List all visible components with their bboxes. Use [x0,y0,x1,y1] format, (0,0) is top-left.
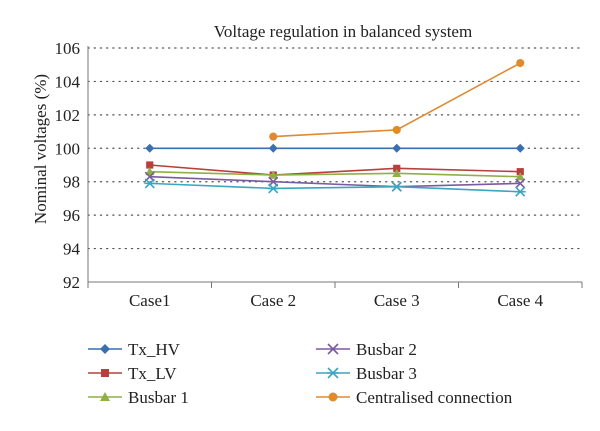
y-tick-label: 104 [55,72,81,91]
x-tick-label: Case 4 [497,291,543,310]
marker-square [516,168,524,176]
marker-x [327,343,339,355]
series-line [149,164,521,176]
marker-square [146,161,154,169]
marker-triangle [100,392,110,401]
y-tick-label: 102 [55,106,81,125]
axes [87,46,583,288]
y-tick-labels: 92 94 96 98 100 102 104 106 [55,39,81,292]
chart-title: Voltage regulation in balanced system [214,22,472,41]
marker-star [327,367,339,379]
y-axis-label: Nominal voltages (%) [31,74,50,224]
marker-diamond [392,143,402,153]
y-tick-label: 94 [63,240,81,259]
legend-label: Centralised connection [356,388,513,407]
y-tick-label: 106 [55,39,81,58]
legend-item: Centralised connection [316,388,513,407]
series-group [144,58,526,197]
x-tick-label: Case 2 [250,291,296,310]
marker-star [391,181,403,192]
legend-item: Busbar 3 [316,364,417,383]
marker-star [144,178,156,189]
marker-diamond [515,143,525,153]
x-tick-label: Case1 [129,291,171,310]
marker-diamond [145,143,155,153]
y-tick-label: 98 [63,173,80,192]
series-line [149,182,521,193]
x-tick-label: Case 3 [374,291,420,310]
marker-star [267,183,279,194]
legend-label: Busbar 1 [128,388,189,407]
marker-circle [269,132,278,141]
legend-item: Tx_HV [88,340,181,359]
marker-diamond [100,344,110,354]
series-busbar-1 [145,167,525,181]
marker-triangle [515,172,525,181]
series-line [149,170,521,178]
marker-square [393,164,401,172]
x-tick-labels: Case1 Case 2 Case 3 Case 4 [129,291,544,310]
marker-x [515,178,526,189]
series-line [273,62,521,138]
marker-triangle [392,168,402,177]
marker-star [514,186,526,197]
marker-circle [328,392,338,402]
marker-circle [516,58,525,68]
series-centralised-connection [269,58,525,141]
legend-label: Busbar 3 [356,364,417,383]
marker-circle [392,125,401,134]
legend-label: Tx_HV [128,340,181,359]
marker-square [101,369,109,377]
legend-label: Busbar 2 [356,340,417,359]
y-tick-label: 100 [55,139,81,158]
marker-triangle [268,170,278,179]
y-tick-label: 92 [63,273,80,292]
legend-item: Busbar 2 [316,340,417,359]
marker-diamond [268,143,278,153]
legend-label: Tx_LV [128,364,177,383]
series-tx-hv [145,143,525,153]
legend-item: Busbar 1 [88,388,189,407]
series-busbar-3 [144,178,526,197]
y-tick-label: 96 [63,206,80,225]
legend: Tx_HV Tx_LV Busbar 1 Busbar 2 Busbar 3 Centra… [88,340,513,407]
series-line [149,175,521,188]
legend-item: Tx_LV [88,364,177,383]
marker-triangle [145,167,155,176]
